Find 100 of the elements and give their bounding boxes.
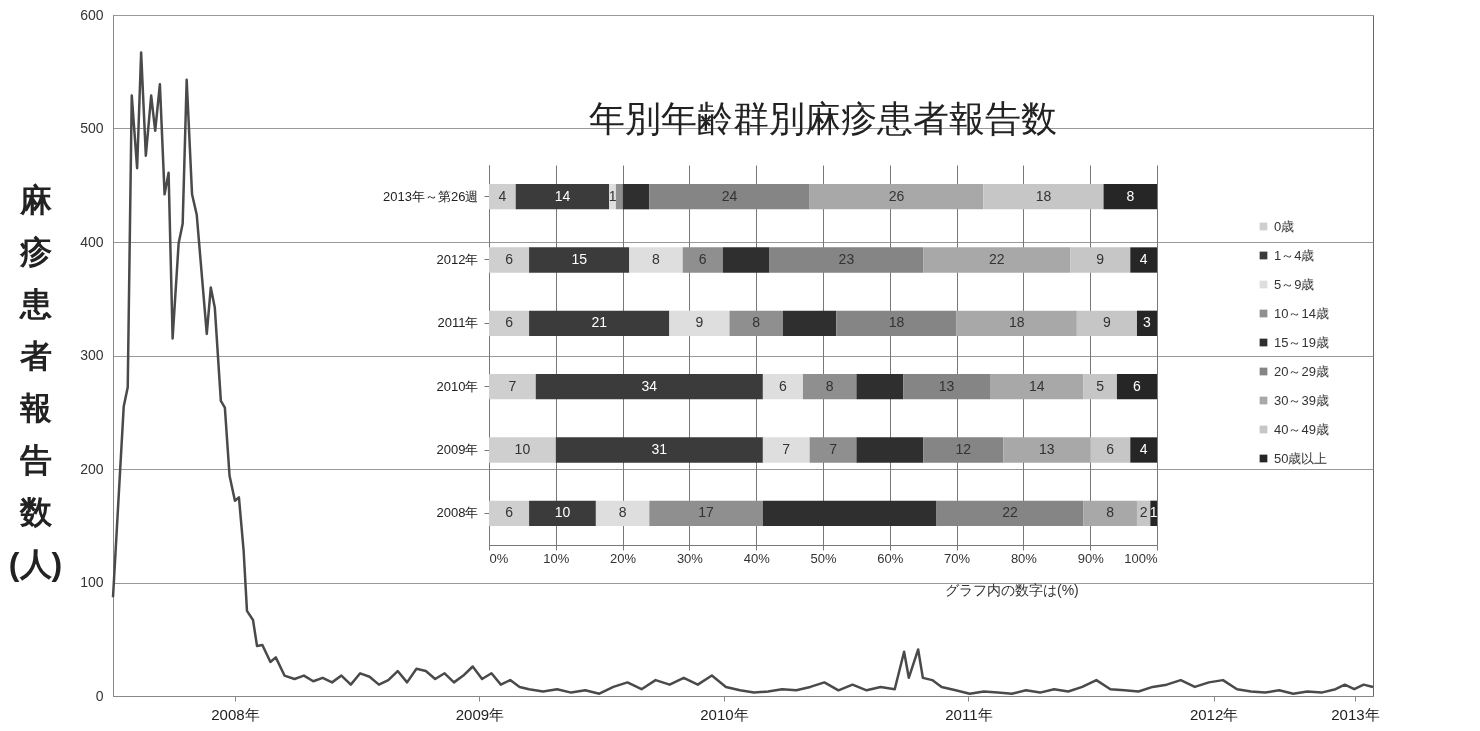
bar <box>649 500 763 526</box>
bar <box>729 310 783 336</box>
data-label: 24 <box>721 187 738 204</box>
y-tick-label: 2008年 <box>436 505 479 521</box>
data-label: 6 <box>1106 441 1115 457</box>
data-label: 8 <box>752 314 761 331</box>
data-label: 8 <box>618 504 627 521</box>
bar <box>515 184 610 210</box>
x-tick-label: 30% <box>676 550 704 566</box>
x-tick-label: 2013年 <box>1331 705 1380 723</box>
bar <box>1116 374 1157 400</box>
bar <box>615 184 623 210</box>
data-label: 4 <box>498 187 507 204</box>
data-label: 7 <box>782 441 791 457</box>
bar <box>990 374 1084 400</box>
x-tick-label: 2009年 <box>455 705 505 723</box>
bar <box>489 500 530 526</box>
bar <box>529 247 630 273</box>
data-label: 6 <box>1133 377 1142 394</box>
legend-label: 1～4歳 <box>1274 247 1315 263</box>
annotation: グラフ内の数字は(%) <box>945 582 1079 600</box>
bar <box>595 500 650 526</box>
data-label: 7 <box>829 441 838 457</box>
data-label: 15 <box>571 251 588 267</box>
data-label: 26 <box>888 187 905 204</box>
bar <box>722 247 770 273</box>
x-tick-label: 90% <box>1077 550 1105 566</box>
data-label: 10 <box>554 504 571 521</box>
x-tick-label: 2012年 <box>1189 705 1239 723</box>
data-label: 18 <box>888 314 905 331</box>
x-tick-label: 70% <box>944 550 971 566</box>
bar <box>1070 247 1131 273</box>
bar <box>782 310 837 336</box>
data-label: 3 <box>1143 314 1152 331</box>
bar <box>1003 437 1091 463</box>
legend-label: 15～19歳 <box>1274 334 1329 350</box>
data-label: 17 <box>698 504 715 521</box>
bar <box>923 247 1071 273</box>
x-tick-label: 60% <box>877 550 904 566</box>
bar <box>489 247 530 273</box>
data-label: 8 <box>1106 504 1115 521</box>
data-label: 13 <box>938 377 955 394</box>
bar <box>769 247 924 273</box>
data-label: 31 <box>651 441 668 457</box>
bar <box>956 310 1077 336</box>
legend-label: 20～29歳 <box>1274 363 1329 379</box>
y-tick-label: 2011年 <box>437 315 479 331</box>
data-label: 6 <box>698 251 707 267</box>
data-label: 6 <box>505 314 514 331</box>
data-label: 2 <box>1139 504 1148 521</box>
bar <box>856 374 904 400</box>
bar <box>629 247 683 273</box>
y-tick-label: 400 <box>80 233 104 250</box>
data-label: 10 <box>514 441 531 457</box>
x-tick-label: 80% <box>1010 550 1038 566</box>
data-label: 14 <box>1028 377 1045 394</box>
bar <box>1090 437 1131 463</box>
data-label: 12 <box>955 441 972 457</box>
x-tick-label: 2010年 <box>700 705 749 723</box>
bar <box>555 437 763 463</box>
y-tick-label: 2009年 <box>436 442 479 457</box>
data-label: 4 <box>1139 251 1148 267</box>
legend-label: 0歳 <box>1274 218 1295 234</box>
y-tick-label: 2012年 <box>436 252 479 267</box>
bar <box>1083 500 1137 526</box>
x-tick-label: 20% <box>610 550 637 566</box>
bar <box>529 310 670 336</box>
data-label: 4 <box>1139 441 1148 457</box>
legend-label: 40～49歳 <box>1274 421 1329 437</box>
bar <box>936 500 1084 526</box>
bar <box>1083 374 1117 400</box>
data-label: 9 <box>695 314 704 331</box>
data-label: 6 <box>779 377 788 394</box>
bar <box>1103 184 1157 210</box>
y-tick-label: 300 <box>80 347 104 363</box>
x-tick-label: 100% <box>1124 550 1158 566</box>
data-label: 22 <box>988 251 1005 267</box>
x-tick-label: 0% <box>489 550 509 566</box>
data-label: 8 <box>652 251 661 267</box>
legend-label: 30～39歳 <box>1274 392 1329 408</box>
bar <box>529 500 596 526</box>
x-tick-label: 10% <box>543 550 570 566</box>
y-tick-label: 200 <box>80 460 104 477</box>
bar <box>682 247 723 273</box>
bar <box>856 437 924 463</box>
y-tick-label: 0 <box>95 687 104 704</box>
bar <box>1076 310 1137 336</box>
bar <box>923 437 1004 463</box>
data-label: 34 <box>641 377 658 394</box>
bar <box>489 184 516 210</box>
data-label: 9 <box>1103 314 1111 331</box>
bar <box>489 374 536 400</box>
data-label: 7 <box>508 377 517 394</box>
bar <box>903 374 990 400</box>
y-axis-title: 麻疹患者報告数(人) <box>8 181 63 582</box>
bar <box>622 184 650 210</box>
data-label: 6 <box>505 251 514 267</box>
chart-title: 年別年齢群別麻疹患者報告数 <box>589 98 1057 139</box>
y-tick-label: 2010年 <box>436 378 479 394</box>
data-label: 8 <box>825 377 834 394</box>
